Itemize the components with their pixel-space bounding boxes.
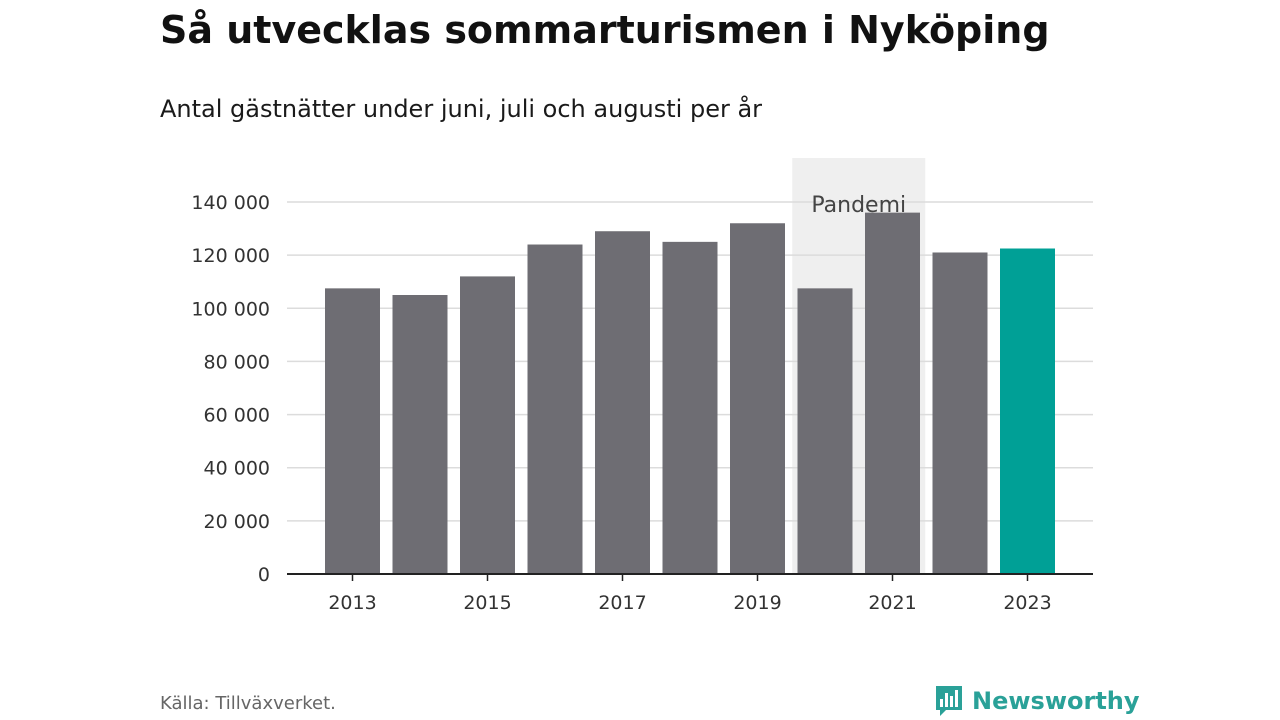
- bar-2017: [595, 231, 650, 574]
- y-tick-label: 140 000: [191, 192, 270, 214]
- bar-layer: [325, 212, 1055, 574]
- x-tick-label: 2021: [868, 592, 916, 614]
- bar-2021: [865, 212, 920, 574]
- chart-subtitle: Antal gästnätter under juni, juli och au…: [160, 95, 763, 123]
- y-tick-label: 20 000: [204, 511, 270, 533]
- brand-logo: Newsworthy: [934, 684, 1140, 718]
- bar-2020: [797, 288, 853, 574]
- bar-2023: [1000, 248, 1055, 574]
- x-tick-label: 2023: [1003, 592, 1051, 614]
- y-tick-label: 40 000: [204, 458, 270, 480]
- brand-name: Newsworthy: [972, 687, 1140, 715]
- bar-2016: [527, 244, 583, 574]
- bar-2013: [325, 288, 380, 574]
- y-tick-label: 60 000: [204, 405, 270, 427]
- bar-2022: [932, 252, 988, 574]
- annotation-label: Pandemi: [811, 193, 906, 218]
- x-tick-label: 2017: [598, 592, 646, 614]
- chart-title: Så utvecklas sommarturismen i Nyköping: [160, 8, 1050, 52]
- axis-layer: 0 20 000 40 000 60 000 80 000 100 000 120 000 1…: [191, 192, 1093, 614]
- bar-2019: [730, 223, 785, 574]
- bar-2014: [392, 295, 448, 574]
- bar-chart: 0 20 000 40 000 60 000 80 000 100 000 120 000 1…: [191, 158, 1093, 614]
- x-tick-label: 2015: [463, 592, 511, 614]
- y-tick-label: 80 000: [204, 351, 270, 373]
- x-tick-label: 2013: [328, 592, 376, 614]
- source-note: Källa: Tillväxverket.: [160, 693, 336, 714]
- bar-chart-speech-bubble-icon: [936, 686, 962, 716]
- bar-2015: [460, 276, 515, 574]
- y-tick-label: 120 000: [191, 245, 270, 267]
- y-tick-label: 100 000: [191, 298, 270, 320]
- x-tick-label: 2019: [733, 592, 781, 614]
- y-tick-label: 0: [258, 564, 270, 586]
- bar-2018: [662, 241, 718, 574]
